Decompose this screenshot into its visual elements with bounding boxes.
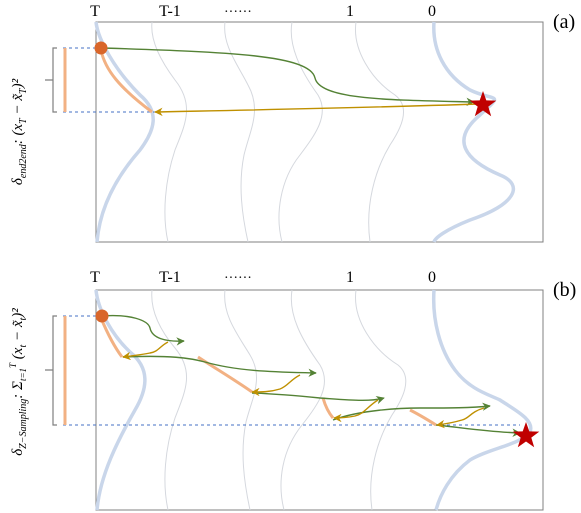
density-curve-intermediate — [224, 21, 256, 243]
panel-b-gold-arrow — [333, 399, 379, 423]
start-dot-icon — [94, 41, 108, 55]
panel-b-gold-arrow — [251, 374, 301, 397]
density-curve-intermediate — [354, 21, 404, 243]
panel-b-green-arrow — [122, 355, 317, 377]
panel-a-tag: (a) — [553, 11, 575, 33]
density-curve-intermediate — [280, 289, 325, 511]
start-dot-icon — [95, 309, 109, 323]
panel-b: T T-1 ······ 1 0 (b) — [8, 269, 576, 511]
panel-b-orange-segment — [409, 408, 437, 427]
density-curve-T — [94, 21, 155, 243]
panel-a-gold-arrow — [154, 103, 479, 117]
panel-a-bracket — [45, 47, 57, 113]
density-curve-0 — [432, 21, 515, 243]
panel-b-green-arrow — [435, 424, 521, 437]
panel-b-green-arrow — [101, 314, 185, 346]
panel-a-metric-label: δend2end: (xT − x̃T)² — [10, 78, 29, 185]
target-star-icon — [469, 91, 497, 117]
panel-b-bracket — [45, 315, 57, 426]
panel-a-frame — [95, 21, 544, 243]
panel-b-step-label-0: 0 — [428, 269, 436, 286]
panel-a-orange-path — [99, 49, 153, 114]
panel-b-tag: (b) — [553, 279, 576, 301]
density-curve-intermediate — [278, 21, 323, 243]
panel-b-step-label-T-1: T-1 — [159, 269, 181, 286]
panel-b-gold-arrow — [122, 341, 169, 361]
density-curve-intermediate — [355, 289, 407, 511]
panel-b-green-arrow — [251, 392, 385, 405]
panel-a-step-label-ellipsis: ······ — [224, 5, 252, 20]
panel-b-green-arrow — [332, 402, 491, 421]
panel-b-step-label-ellipsis: ······ — [224, 271, 252, 286]
panel-a: T T-1 ······ 1 0 (a) δend2end: (xT − x̃T… — [10, 3, 575, 243]
panel-b-step-label-1: 1 — [346, 269, 354, 286]
panel-b-step-label-T: T — [90, 269, 100, 286]
density-curve-intermediate — [224, 289, 258, 511]
density-curve-T — [94, 289, 147, 511]
panel-a-step-label-1: 1 — [346, 3, 354, 20]
density-curve-intermediate — [151, 289, 188, 511]
density-curve-intermediate — [151, 21, 188, 243]
density-curve-0 — [431, 289, 533, 511]
target-star-icon — [512, 422, 540, 448]
panel-b-frame — [95, 289, 544, 511]
panel-a-step-label-T: T — [90, 3, 100, 20]
panel-a-green-arrow — [101, 47, 475, 107]
panel-b-gold-arrow — [436, 407, 485, 429]
panel-a-step-label-T-1: T-1 — [159, 3, 181, 20]
panel-a-step-label-0: 0 — [428, 3, 436, 20]
panel-b-orange-segment — [321, 397, 335, 419]
panel-b-orange-segment — [197, 355, 253, 394]
panel-b-metric-label: δZ−Sampling: Σt=1T (xt − x̃t)² — [8, 308, 29, 456]
